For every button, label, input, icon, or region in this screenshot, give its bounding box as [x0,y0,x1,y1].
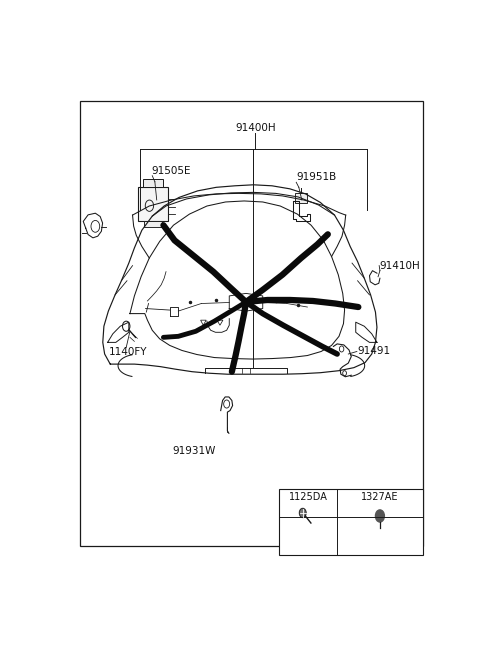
Circle shape [375,510,384,522]
Bar [144,221,162,228]
Text: 91931W: 91931W [172,447,216,457]
Text: 91491: 91491 [358,346,391,356]
Text: 91951B: 91951B [296,173,336,182]
Bar [296,194,307,203]
Circle shape [300,508,306,518]
Bar [138,187,168,221]
Text: 91400H: 91400H [235,123,276,133]
Bar [279,489,423,555]
Text: 91410H: 91410H [379,260,420,271]
Bar [143,179,163,187]
Text: 1125DA: 1125DA [289,493,328,502]
Text: 1140FY: 1140FY [108,348,147,358]
Text: 1327AE: 1327AE [361,493,399,502]
Text: 91505E: 91505E [151,166,191,176]
Bar [81,102,423,546]
